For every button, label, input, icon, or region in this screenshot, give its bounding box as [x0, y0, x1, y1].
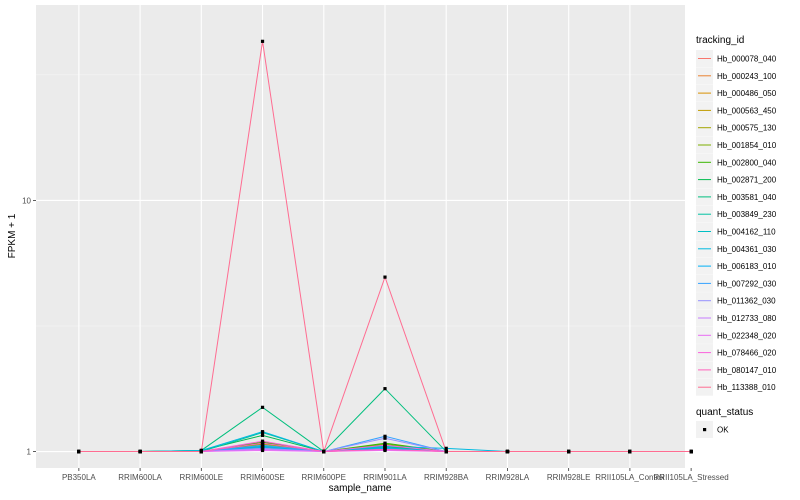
data-point: [322, 449, 326, 454]
x-tick-label: RRII105LA_Stressed: [654, 473, 729, 482]
legend-label: Hb_078466_020: [717, 349, 777, 358]
legend-label: Hb_000243_100: [717, 72, 777, 81]
x-tick-label: RRIM600PE: [302, 473, 346, 482]
data-point: [444, 449, 448, 454]
x-tick-label: RRIM928BA: [424, 473, 469, 482]
data-point: [444, 446, 448, 450]
y-tick-label: 1: [27, 448, 32, 457]
data-point: [260, 433, 265, 437]
data-point: [77, 449, 81, 454]
y-axis: 1 10: [22, 196, 36, 457]
data-point: [260, 448, 265, 453]
data-point: [567, 449, 571, 454]
legend-label: Hb_002871_200: [717, 176, 777, 185]
x-tick-label: RRII105LA_Control: [595, 473, 665, 482]
legend-label: Hb_006183_010: [717, 262, 777, 271]
legend-label: Hb_000486_050: [717, 89, 777, 98]
legend-label: Hb_000078_040: [717, 55, 777, 64]
data-point: [260, 443, 265, 447]
gridlines: [36, 5, 692, 468]
data-point: [383, 387, 387, 391]
data-point: [260, 405, 265, 409]
x-axis-title: sample_name: [329, 483, 392, 494]
y-tick-label: 10: [22, 196, 31, 205]
data-points: [77, 39, 693, 454]
data-point: [383, 441, 387, 445]
shape-legend: quant_status OK: [696, 407, 753, 438]
legend-label: Hb_000575_130: [717, 124, 777, 133]
data-point: [260, 439, 265, 443]
data-point: [628, 449, 632, 454]
data-point: [199, 449, 203, 454]
data-point: [383, 434, 387, 438]
x-tick-label: RRIM928LA: [486, 473, 530, 482]
data-point: [383, 443, 387, 447]
color-legend: tracking_id Hb_000078_040 Hb_000243_100 Hb…: [696, 35, 777, 396]
data-point: [383, 436, 387, 440]
data-point: [138, 449, 142, 454]
legend-label: Hb_002800_040: [717, 158, 777, 167]
legend-label: Hb_080147_010: [717, 366, 777, 375]
legend-label: Hb_004162_110: [717, 228, 776, 237]
legend-label: Hb_003581_040: [717, 193, 777, 202]
legend-label: Hb_004361_030: [717, 245, 777, 254]
legend-label: Hb_012733_080: [717, 314, 777, 323]
legend-label: Hb_113388_010: [717, 383, 776, 392]
legend-label: Hb_001854_010: [717, 141, 777, 150]
x-tick-label: RRIM600LE: [180, 473, 224, 482]
x-tick-label: RRIM600SE: [240, 473, 284, 482]
data-point: [260, 39, 265, 43]
data-point: [505, 449, 510, 454]
data-point: [689, 449, 693, 454]
data-point: [260, 441, 265, 445]
plot-panel: [36, 5, 685, 468]
legend-title: tracking_id: [696, 35, 744, 46]
data-point: [260, 430, 265, 434]
legend-label: Hb_011362_030: [717, 297, 776, 306]
legend-label: Hb_007292_030: [717, 279, 777, 288]
data-point: [383, 275, 387, 279]
legend-label: Hb_003849_230: [717, 210, 777, 219]
x-tick-label: RRIM901LA: [363, 473, 407, 482]
shape-legend-key: [703, 428, 707, 432]
legend-label: Hb_000563_450: [717, 106, 777, 115]
x-axis: PB350LA RRIM600LA RRIM600LE RRIM600SE RRIM60…: [62, 468, 729, 482]
x-tick-label: RRIM600LA: [118, 473, 162, 482]
x-tick-label: RRIM928LE: [547, 473, 591, 482]
shape-legend-label: OK: [717, 426, 729, 435]
data-point: [383, 447, 387, 451]
shape-legend-title: quant_status: [696, 407, 753, 418]
x-tick-label: PB350LA: [62, 473, 96, 482]
y-axis-title: FPKM + 1: [7, 213, 18, 258]
legend-label: Hb_022348_020: [717, 331, 777, 340]
